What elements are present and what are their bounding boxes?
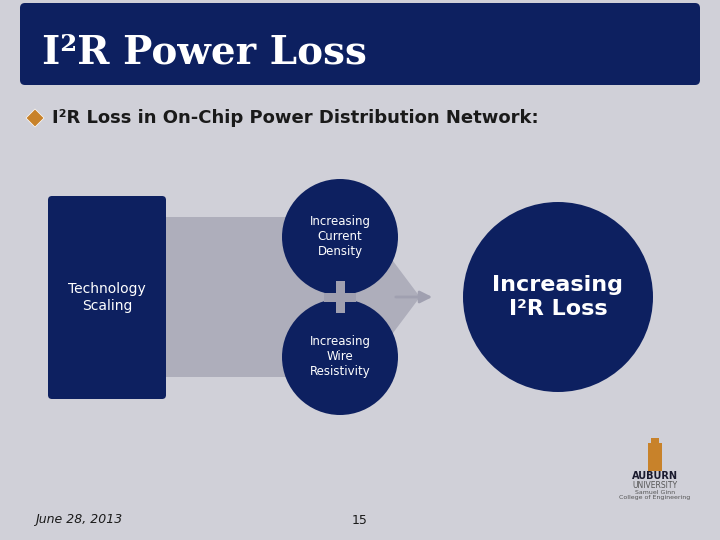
- Text: Technology
Scaling: Technology Scaling: [68, 282, 146, 313]
- Text: I²R Power Loss: I²R Power Loss: [42, 33, 367, 71]
- Text: I²R Loss in On-Chip Power Distribution Network:: I²R Loss in On-Chip Power Distribution N…: [52, 109, 539, 127]
- Circle shape: [463, 202, 653, 392]
- Circle shape: [282, 299, 398, 415]
- Text: June 28, 2013: June 28, 2013: [35, 514, 122, 526]
- FancyBboxPatch shape: [48, 196, 166, 399]
- FancyBboxPatch shape: [651, 438, 659, 444]
- Text: UNIVERSITY: UNIVERSITY: [632, 481, 678, 489]
- FancyBboxPatch shape: [336, 281, 344, 313]
- Text: Samuel Ginn
College of Engineering: Samuel Ginn College of Engineering: [619, 490, 690, 501]
- FancyBboxPatch shape: [648, 443, 662, 471]
- Polygon shape: [165, 217, 420, 377]
- Text: AUBURN: AUBURN: [632, 471, 678, 481]
- Circle shape: [282, 179, 398, 295]
- Text: 15: 15: [352, 514, 368, 526]
- FancyBboxPatch shape: [20, 3, 700, 85]
- Text: Increasing
Wire
Resistivity: Increasing Wire Resistivity: [310, 335, 371, 379]
- Text: Increasing
I²R Loss: Increasing I²R Loss: [492, 275, 624, 319]
- FancyBboxPatch shape: [324, 293, 356, 301]
- Polygon shape: [26, 109, 44, 127]
- Text: Increasing
Current
Density: Increasing Current Density: [310, 215, 371, 259]
